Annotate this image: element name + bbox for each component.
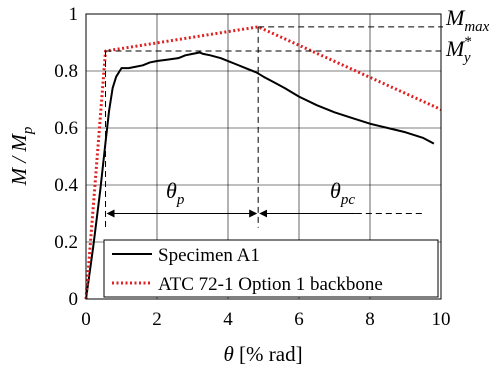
y-tick-labels: 0 0.2 0.4 0.6 0.8 1 <box>54 4 78 310</box>
legend-entry-atc: ATC 72-1 Option 1 backbone <box>158 274 383 295</box>
x-tick-label: 6 <box>294 309 304 330</box>
theta-pc-label: θpc <box>330 178 355 208</box>
legend: Specimen A1 ATC 72-1 Option 1 backbone <box>103 239 439 298</box>
y-tick-label: 0.4 <box>54 175 78 196</box>
m-max-label: Mmax <box>445 5 490 35</box>
x-tick-label: 4 <box>223 309 233 330</box>
theta-p-label: θp <box>166 178 185 208</box>
y-tick-label: 0.6 <box>54 118 78 139</box>
series-line-specimen-a1 <box>85 51 435 300</box>
x-axis-label: θ [% rad] <box>223 342 302 366</box>
x-tick-labels: 0 2 4 6 8 10 <box>81 309 450 330</box>
x-tick-label: 2 <box>152 309 162 330</box>
series-layer <box>84 25 442 300</box>
y-tick-label: 0.2 <box>54 232 78 253</box>
legend-box <box>103 239 439 298</box>
x-tick-label: 10 <box>432 309 451 330</box>
y-tick-label: 0.8 <box>54 61 78 82</box>
x-tick-label: 8 <box>365 309 375 330</box>
series-line-atc-backbone <box>84 25 442 300</box>
m-y-star-label: M* y <box>445 34 472 66</box>
y-tick-label: 1 <box>69 4 79 25</box>
legend-entry-specimen: Specimen A1 <box>158 245 260 266</box>
plot-frame <box>85 13 442 300</box>
x-tick-label: 0 <box>81 309 91 330</box>
y-tick-label: 0 <box>69 289 79 310</box>
annotation-lines <box>105 26 443 228</box>
y-axis-label: M / Mp <box>7 126 36 186</box>
